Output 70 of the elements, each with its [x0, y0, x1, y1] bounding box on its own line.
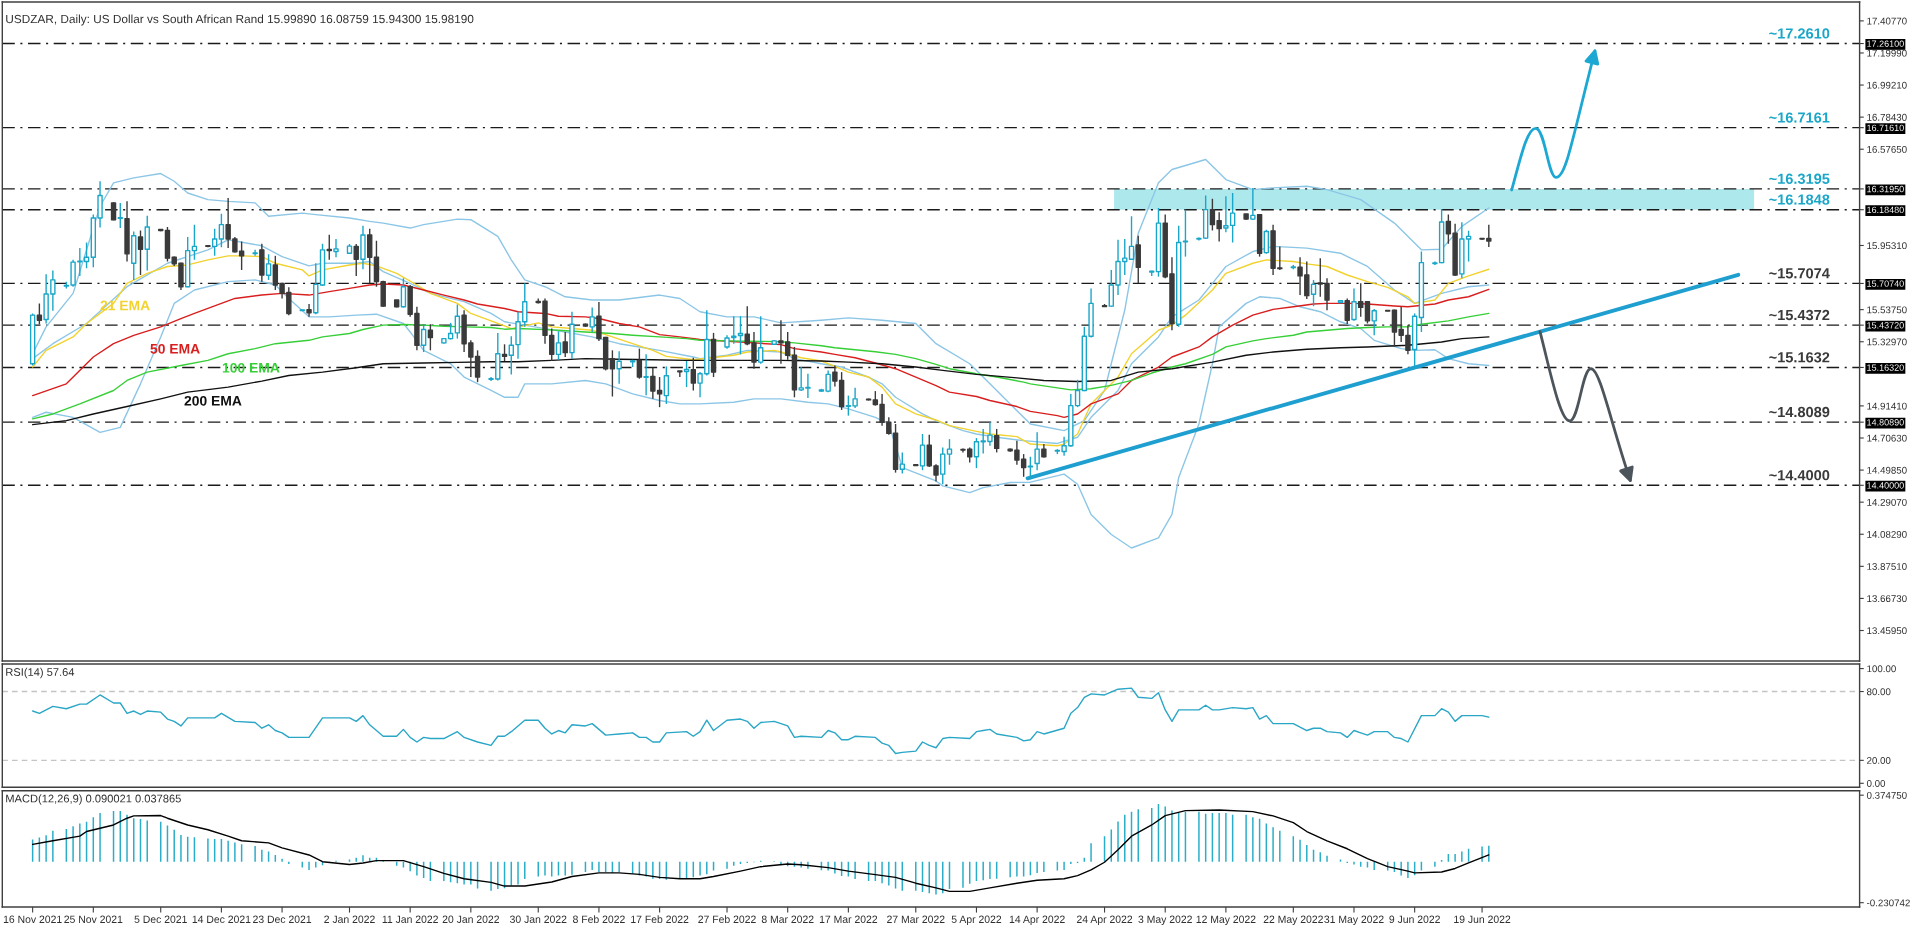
y-tick-label: 14.29070: [1867, 498, 1907, 506]
y-tick-label: 16.99210: [1867, 81, 1907, 89]
y-tick-label: 13.45950: [1867, 627, 1907, 635]
y-tick-label: 16.31950: [1867, 185, 1904, 193]
x-tick-label: 17 Feb 2022: [631, 915, 689, 923]
x-tick-label: 31 May 2022: [1324, 915, 1384, 926]
y-tick-label: 20.00: [1867, 757, 1891, 764]
x-tick-label: 22 May 2022: [1263, 915, 1323, 926]
y-tick-label: 15.70740: [1867, 280, 1904, 287]
x-tick-label: 8 Feb 2022: [573, 915, 625, 923]
ref-line-label: ~16.1848: [1769, 194, 1830, 205]
y-tick-label: 16.57650: [1867, 145, 1907, 153]
y-tick-label: 14.91410: [1867, 402, 1907, 410]
series-label: 100 EMA: [222, 362, 280, 373]
ref-line-label: ~17.2610: [1769, 28, 1830, 39]
y-tick-label: 13.66730: [1867, 595, 1907, 603]
y-tick-label: -0.230742: [1866, 899, 1910, 907]
chart-title: RSI(14) 57.64: [6, 667, 75, 679]
ref-line-label: ~15.4372: [1769, 309, 1830, 321]
x-tick-label: 24 Apr 2022: [1076, 915, 1133, 926]
x-tick-label: 20 Jan 2022: [442, 915, 499, 923]
ref-line-label: ~14.4000: [1769, 469, 1830, 481]
x-tick-label: 16 Nov 2021: [3, 915, 62, 923]
x-tick-label: 5 Apr 2022: [951, 915, 1002, 926]
ref-line-label: ~15.1632: [1769, 352, 1830, 363]
x-tick-label: 8 Mar 2022: [761, 915, 814, 923]
x-tick-label: 14 Apr 2022: [1009, 915, 1065, 926]
x-tick-label: 3 May 2022: [1138, 915, 1192, 926]
y-tick-label: 17.26100: [1867, 40, 1904, 47]
y-tick-label: 16.18480: [1867, 206, 1904, 214]
x-tick-label: 23 Dec 2021: [253, 915, 312, 923]
y-tick-label: 16.78430: [1867, 113, 1907, 121]
ref-line-label: ~15.7074: [1769, 268, 1830, 279]
y-tick-label: 13.87510: [1867, 563, 1907, 570]
text: USDZAR, Daily: US Dollar vs South African Rand 15.99890 16.08759 15.94300 15.98190: [6, 14, 474, 26]
y-tick-label: 0.374750: [1866, 791, 1907, 799]
y-tick-label: 15.16320: [1867, 364, 1904, 371]
y-tick-label: 15.53750: [1867, 306, 1907, 314]
x-tick-label: 27 Feb 2022: [698, 915, 756, 923]
x-tick-label: 9 Jun 2022: [1389, 915, 1440, 923]
x-tick-label: 11 Jan 2022: [382, 915, 438, 923]
y-tick-label: 15.43720: [1867, 322, 1904, 329]
x-tick-label: 14 Dec 2021: [192, 915, 251, 923]
y-tick-label: 100.00: [1867, 665, 1896, 673]
x-tick-label: 27 Mar 2022: [887, 915, 945, 923]
y-tick-label: 14.49850: [1867, 466, 1907, 474]
y-tick-label: 15.95310: [1867, 242, 1907, 250]
y-tick-label: 14.80890: [1867, 419, 1904, 426]
x-tick-label: 30 Jan 2022: [509, 915, 567, 923]
x-tick-label: 5 Dec 2021: [134, 915, 187, 923]
chart-title: MACD(12,26,9) 0.090021 0.037865: [6, 794, 181, 805]
y-tick-label: 14.70630: [1867, 434, 1907, 442]
x-tick-label: 19 Jun 2022: [1454, 915, 1511, 923]
y-tick-label: 14.40000: [1867, 482, 1904, 489]
series-label: 200 EMA: [184, 395, 242, 406]
y-tick-label: 14.08290: [1867, 530, 1907, 538]
x-tick-label: 17 Mar 2022: [819, 915, 878, 923]
y-tick-label: 17.19990: [1867, 49, 1907, 57]
y-tick-label: 17.40770: [1867, 17, 1907, 25]
y-tick-label: 15.32970: [1867, 338, 1907, 346]
x-tick-label: 2 Jan 2022: [324, 915, 375, 923]
ref-line-label: ~14.8089: [1769, 406, 1830, 418]
y-tick-label: 16.71610: [1867, 124, 1904, 132]
series-label: 50 EMA: [150, 343, 200, 354]
ref-line-label: ~16.7161: [1769, 112, 1830, 123]
y-tick-label: 80.00: [1866, 688, 1891, 696]
x-tick-label: 12 May 2022: [1196, 915, 1256, 926]
y-tick-label: 0.00: [1866, 780, 1886, 787]
ref-line-label: ~16.3195: [1769, 173, 1830, 184]
x-tick-label: 25 Nov 2021: [64, 915, 123, 923]
